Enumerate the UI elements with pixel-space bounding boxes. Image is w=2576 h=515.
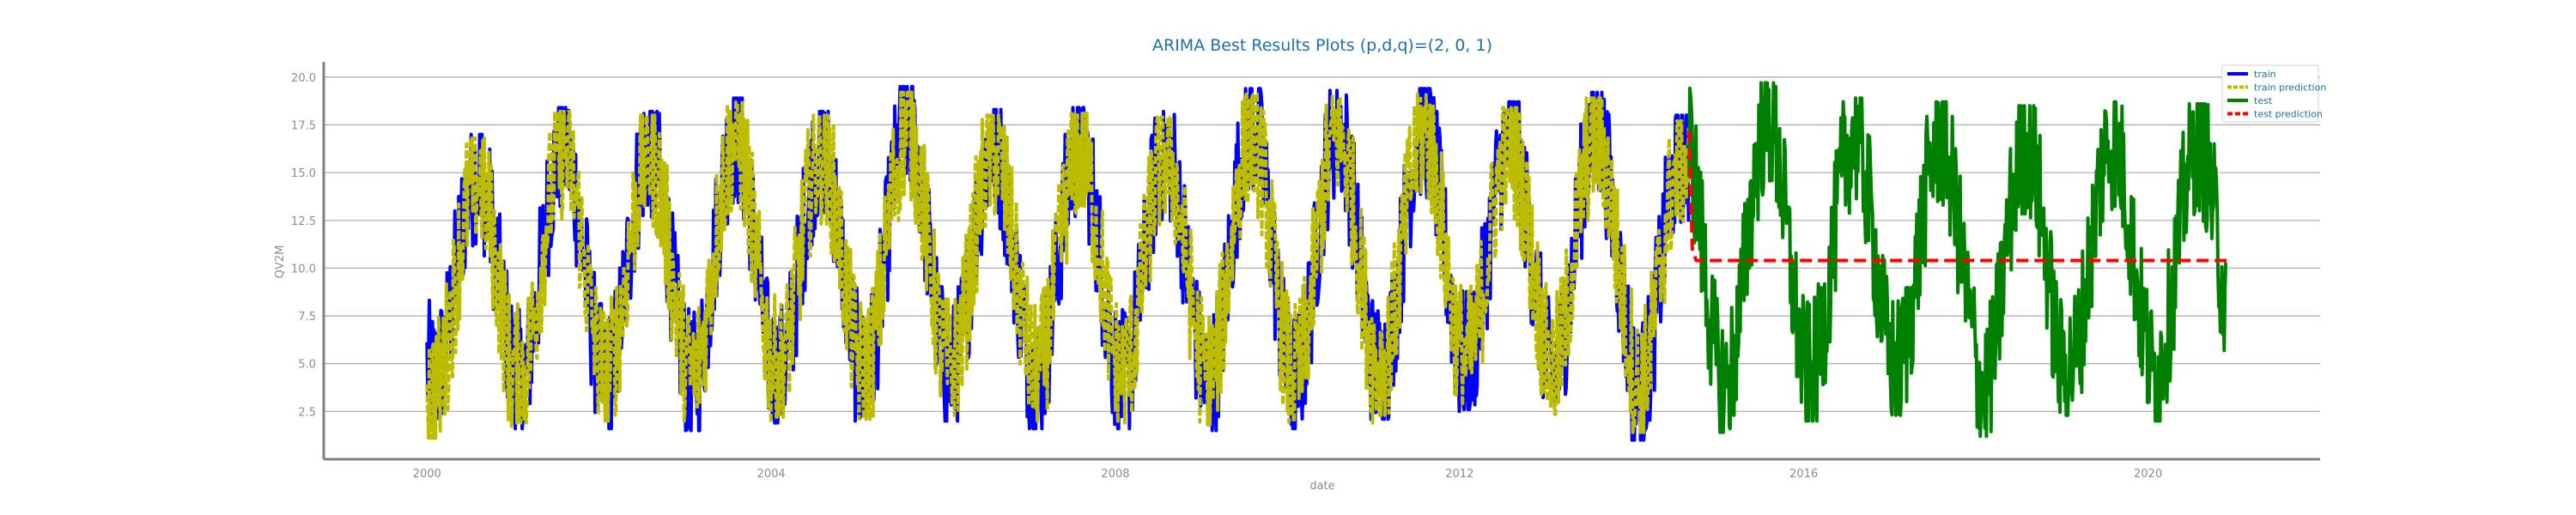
series-line-test <box>1687 81 2228 439</box>
series-line-test-prediction <box>1687 130 2227 263</box>
legend-label: train prediction <box>2254 82 2326 94</box>
axes <box>322 62 2320 461</box>
x-tick-label: 2004 <box>757 468 786 481</box>
tick-labels: 2.5 5.0 7.5 10.0 12.5 15.0 17.5 20.0 2000 2004 200… <box>291 72 2162 481</box>
x-tick-label: 2016 <box>1789 468 1818 481</box>
y-tick-label: 7.5 <box>298 311 316 324</box>
x-tick-label: 2000 <box>413 468 441 481</box>
y-tick-label: 10.0 <box>291 263 316 276</box>
series-line-train-prediction <box>425 90 1691 440</box>
chart-title: ARIMA Best Results Plots (p,d,q)=(2, 0, … <box>1152 36 1492 55</box>
y-tick-label: 20.0 <box>291 72 316 85</box>
y-axis-label: QV2M <box>274 245 287 279</box>
y-tick-label: 12.5 <box>291 215 316 228</box>
y-tick-label: 17.5 <box>291 119 316 132</box>
y-tick-label: 2.5 <box>298 406 316 419</box>
x-tick-label: 2008 <box>1101 468 1129 481</box>
legend-box <box>2221 64 2319 123</box>
x-tick-label: 2020 <box>2134 468 2162 481</box>
legend-label: test <box>2254 95 2273 106</box>
y-tick-label: 5.0 <box>298 359 316 372</box>
legend-label: train <box>2254 69 2276 80</box>
plot-area <box>425 81 2228 442</box>
x-tick-label: 2012 <box>1445 468 1473 481</box>
x-axis-label: date <box>1309 480 1334 493</box>
legend-label: test prediction <box>2254 109 2323 120</box>
y-tick-label: 15.0 <box>291 167 316 180</box>
